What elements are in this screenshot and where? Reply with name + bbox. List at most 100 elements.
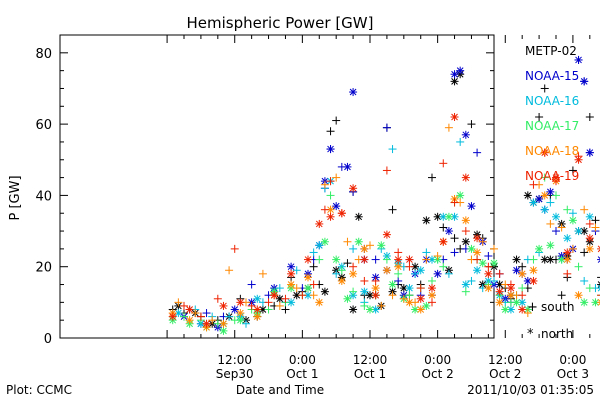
south-point (326, 191, 335, 200)
south-point (563, 205, 572, 214)
north-point (304, 255, 312, 264)
north-point (523, 191, 532, 200)
south-point (422, 248, 431, 257)
south-point (484, 252, 493, 261)
legend-entry: NOAA-19 (525, 169, 579, 183)
south-point (326, 127, 335, 136)
south-point (585, 284, 594, 293)
north-point (219, 326, 228, 335)
x-tick-label-date: Oct 1 (354, 367, 386, 381)
north-point (315, 219, 324, 228)
north-point (473, 234, 482, 243)
south-point (568, 244, 577, 253)
south-point (382, 123, 391, 132)
north-point (467, 244, 476, 253)
legend-entry: NOAA-15 (525, 69, 579, 83)
south-point (450, 234, 459, 243)
plot-frame (59, 34, 495, 339)
north-point (568, 216, 577, 225)
plot-timestamp: 2011/10/03 01:35:05 (467, 383, 594, 397)
north-point (304, 284, 312, 293)
south-point (360, 301, 369, 310)
south-point (580, 276, 589, 285)
north-point (444, 212, 453, 221)
marker-legend-item: * north (527, 327, 573, 342)
north-point (501, 305, 510, 314)
x-tick-label-time: 0:00 (289, 353, 316, 367)
north-point (456, 66, 465, 75)
north-point (326, 145, 335, 154)
south-point (467, 120, 476, 129)
south-point (450, 198, 459, 207)
north-point (337, 209, 346, 218)
data-points (168, 55, 600, 335)
south-point (568, 166, 577, 175)
south-point (597, 276, 600, 278)
north-point (540, 148, 549, 157)
south-point (196, 312, 205, 321)
south-point (343, 259, 352, 268)
x-tick-label-time: 0:00 (559, 353, 586, 367)
south-point (309, 280, 318, 289)
south-point (275, 301, 284, 310)
north-point (304, 273, 312, 282)
north-point (332, 255, 341, 264)
y-tick-label: 80 (35, 47, 52, 62)
marker-legend: + south * north (527, 300, 575, 342)
south-point (258, 269, 267, 278)
south-point (444, 123, 453, 132)
south-point (309, 262, 318, 271)
north-point (253, 305, 262, 314)
south-point (467, 276, 476, 285)
south-point (478, 237, 487, 246)
south-point (473, 148, 482, 157)
south-point (546, 219, 555, 228)
south-point (332, 173, 341, 182)
north-point (315, 298, 324, 307)
north-point (388, 280, 397, 289)
north-point (461, 130, 470, 139)
north-point (337, 276, 346, 285)
north-point (422, 301, 431, 310)
north-point (219, 319, 228, 328)
north-point (461, 237, 470, 246)
x-tick-label-time: 0:00 (424, 353, 451, 367)
south-point (574, 262, 583, 271)
north-point (349, 88, 358, 97)
north-point (546, 241, 555, 250)
north-point (574, 227, 583, 236)
plot-source-label: Plot: CCMC (6, 383, 72, 397)
south-point (580, 248, 589, 257)
north-point (456, 191, 465, 200)
south-point (495, 269, 504, 278)
north-point (360, 287, 369, 296)
south-point (484, 262, 493, 271)
north-point (450, 70, 459, 79)
north-point (219, 301, 228, 310)
north-point (563, 234, 572, 243)
north-point (354, 237, 363, 246)
south-point (439, 262, 448, 271)
south-point (585, 112, 594, 121)
legend-entry: NOAA-17 (525, 119, 579, 133)
y-tick-label: 40 (35, 189, 52, 204)
south-point (490, 244, 498, 253)
x-tick-label-date: Sep30 (216, 367, 254, 381)
south-point (388, 205, 397, 214)
north-point (349, 184, 358, 193)
north-point (546, 187, 555, 196)
south-point (275, 284, 284, 293)
north-point (478, 259, 487, 268)
north-point (287, 298, 296, 307)
north-point (185, 316, 194, 325)
south-point (298, 291, 307, 300)
south-point (394, 269, 403, 278)
legend-entry: NOAA-18 (525, 144, 579, 158)
north-point (343, 294, 352, 303)
north-point (585, 212, 594, 221)
x-tick-label-date: Oct 3 (557, 367, 589, 381)
north-point (185, 305, 194, 314)
north-point (473, 266, 482, 275)
